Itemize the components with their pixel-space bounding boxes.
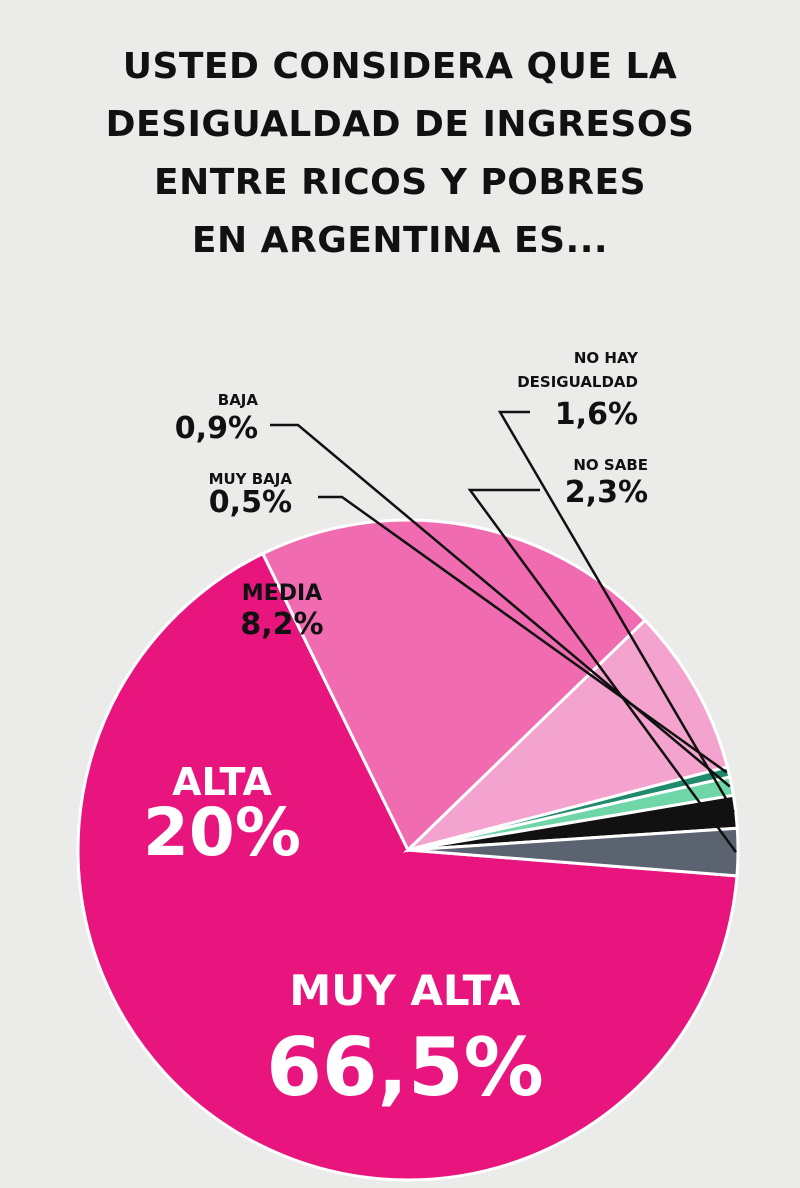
chart-title: USTED CONSIDERA QUE LA DESIGUALDAD DE IN…	[0, 38, 800, 270]
pie-slice-alta	[260, 518, 648, 853]
slice-value-baja: 0,9%	[175, 411, 258, 446]
title-line-1: USTED CONSIDERA QUE LA	[122, 46, 678, 87]
leader-line-muy-baja	[318, 495, 728, 774]
pie-slice-muy-alta	[76, 551, 739, 1182]
title-line-3: ENTRE RICOS Y POBRES	[154, 162, 646, 203]
leader-line-no-hay-desigualdad	[497, 410, 735, 813]
slice-label-baja: BAJA	[218, 391, 259, 409]
leader-line-no-sabe	[467, 488, 738, 853]
slice-value-media: 8,2%	[240, 607, 323, 642]
slice-label-no-sabe: NO SABE	[573, 456, 648, 474]
slice-value-no-hay-desigualdad: 1,6%	[555, 397, 638, 432]
slice-label-no-hay-desigualdad-2: DESIGUALDAD	[517, 373, 638, 391]
slice-label-muy-alta: MUY ALTA	[289, 966, 521, 1015]
slice-value-no-sabe: 2,3%	[565, 475, 648, 510]
slice-label-muy-baja: MUY BAJA	[209, 470, 293, 488]
pie-slice-no-sabe	[407, 826, 740, 878]
title-line-4: EN ARGENTINA ES...	[191, 220, 609, 261]
slice-value-alta: 20%	[143, 794, 301, 871]
slice-value-muy-baja: 0,5%	[209, 485, 292, 520]
slice-label-media: MEDIA	[242, 581, 322, 606]
slice-label-alta: ALTA	[172, 760, 272, 804]
slice-value-muy-alta: 66,5%	[266, 1021, 544, 1114]
leader-line-baja	[270, 423, 731, 788]
pie-slice-media	[402, 618, 730, 853]
slice-label-no-hay-desigualdad-1: NO HAY	[574, 349, 639, 367]
title-line-2: DESIGUALDAD DE INGRESOS	[105, 104, 695, 145]
